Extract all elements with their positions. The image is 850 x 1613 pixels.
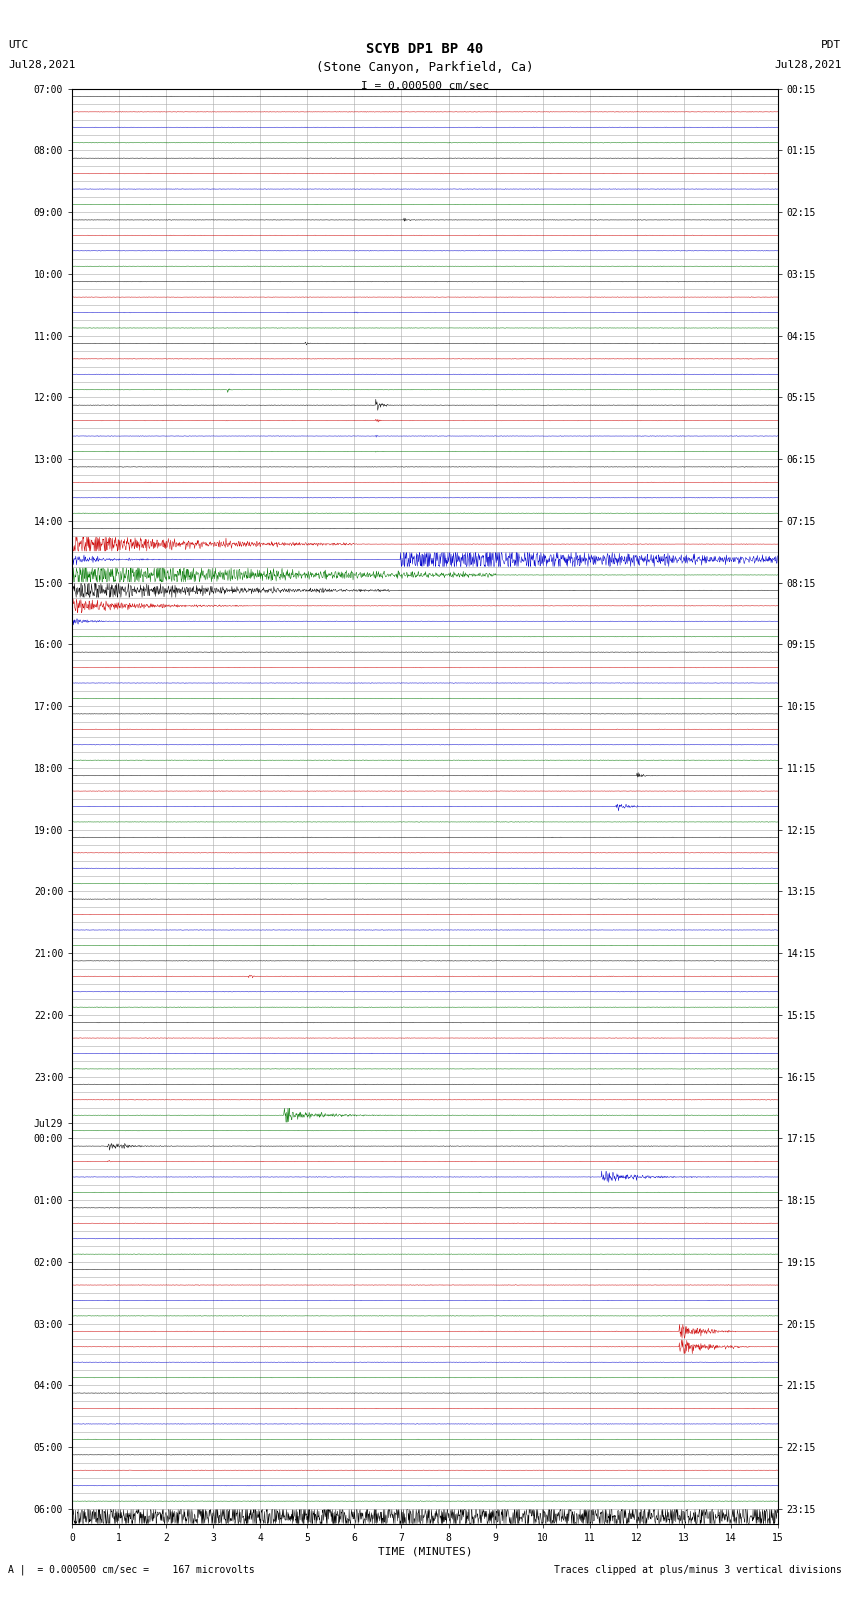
Text: (Stone Canyon, Parkfield, Ca): (Stone Canyon, Parkfield, Ca) xyxy=(316,61,534,74)
Text: A |  = 0.000500 cm/sec =    167 microvolts: A | = 0.000500 cm/sec = 167 microvolts xyxy=(8,1565,255,1576)
Text: I = 0.000500 cm/sec: I = 0.000500 cm/sec xyxy=(361,81,489,90)
Text: Traces clipped at plus/minus 3 vertical divisions: Traces clipped at plus/minus 3 vertical … xyxy=(553,1565,842,1574)
X-axis label: TIME (MINUTES): TIME (MINUTES) xyxy=(377,1547,473,1557)
Text: UTC: UTC xyxy=(8,40,29,50)
Text: Jul28,2021: Jul28,2021 xyxy=(8,60,76,69)
Text: Jul28,2021: Jul28,2021 xyxy=(774,60,842,69)
Text: SCYB DP1 BP 40: SCYB DP1 BP 40 xyxy=(366,42,484,56)
Text: PDT: PDT xyxy=(821,40,842,50)
